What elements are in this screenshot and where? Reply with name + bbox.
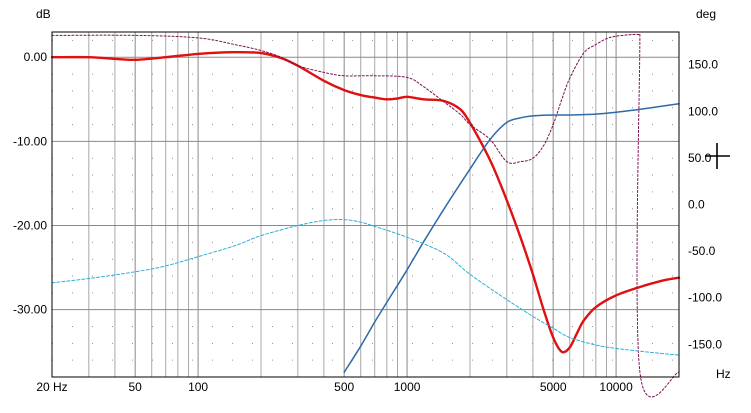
crosshair-cursor-icon <box>705 143 730 169</box>
left-tick-label: -30.00 <box>13 303 47 317</box>
x-axis-unit: Hz <box>716 367 731 381</box>
right-tick-label: 50.0 <box>688 151 712 165</box>
series-line-0 <box>50 50 681 354</box>
x-tick-label: 1000 <box>394 380 421 394</box>
x-tick-label: 20 Hz <box>36 380 67 394</box>
x-tick-label: 100 <box>188 380 208 394</box>
right-axis-unit: deg <box>696 7 716 21</box>
right-tick-label: -50.0 <box>688 244 716 258</box>
right-tick-label: -150.0 <box>688 337 722 351</box>
left-axis-unit: dB <box>36 7 51 21</box>
series-line-5 <box>51 219 680 356</box>
right-tick-label: 150.0 <box>688 58 718 72</box>
curves <box>50 33 681 398</box>
right-tick-label: -100.0 <box>688 291 722 305</box>
x-tick-label: 10000 <box>599 380 633 394</box>
x-tick-label: 50 <box>128 380 142 394</box>
left-tick-label: 0.00 <box>24 50 48 64</box>
grid <box>51 32 680 377</box>
axis-labels: 20 Hz 50 100 500 1000 5000 10000 0.00 -10.00 -20.… <box>13 7 731 394</box>
left-tick-label: -20.00 <box>13 219 47 233</box>
right-tick-label: 0.0 <box>688 198 705 212</box>
plot-frame <box>51 31 680 378</box>
x-tick-label: 5000 <box>540 380 567 394</box>
x-tick-label: 500 <box>334 380 354 394</box>
series-line-4 <box>343 103 680 374</box>
right-tick-label: 100.0 <box>688 104 718 118</box>
series-line-3 <box>636 34 680 398</box>
left-tick-label: -10.00 <box>13 134 47 148</box>
series-line-1 <box>51 33 641 164</box>
